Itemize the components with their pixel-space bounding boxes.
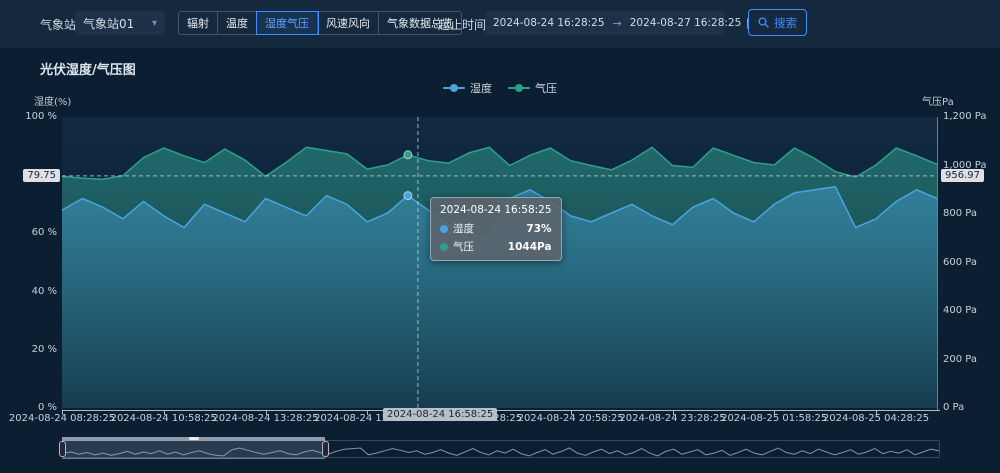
datazoom-drag-grip[interactable] (189, 437, 199, 440)
tab-humidity-pressure[interactable]: 湿度气压 (256, 11, 319, 35)
date-range-label: 起止时间 (438, 18, 487, 32)
legend-item-pressure[interactable]: 气压 (508, 80, 557, 96)
x-axis-tick: 2024-08-25 04:28:25 (822, 413, 930, 424)
x-axis-tickmark (367, 411, 369, 415)
tab-radiation[interactable]: 辐射 (179, 12, 218, 34)
x-axis-tickmark (62, 411, 63, 415)
legend-item-humidity[interactable]: 湿度 (443, 80, 492, 96)
left-axis-name: 湿度(%) (34, 97, 72, 108)
left-axis-tick: 40 % (31, 285, 57, 297)
x-axis-tick: 2024-08-25 01:58:25 (721, 413, 828, 424)
crosshair-time-value: 2024-08-24 16:58:25 (383, 408, 498, 421)
tooltip-row-humidity: 湿度 73% (440, 221, 552, 236)
right-axis-line (937, 117, 938, 410)
station-label: 气象站 (40, 18, 77, 32)
tooltip-series-value: 1044Pa (507, 240, 552, 253)
top-toolbar: 气象站 气象站01 ▾ 辐射 温度 湿度气压 风速风向 气象数据总览 起止时间 2024… (0, 0, 1000, 48)
date-range-picker[interactable]: 2024-08-24 16:28:25 → 2024-08-27 16:28:2… (485, 11, 750, 35)
tooltip-series-name: 气压 (453, 241, 474, 253)
series-dot-icon (440, 242, 448, 251)
end-date-field[interactable]: 2024-08-27 16:28:25 (629, 17, 742, 29)
left-axis-tick: 20 % (31, 343, 57, 355)
crosshair-right-value: 956.97 (941, 168, 984, 182)
x-axis-tick: 2024-08-24 10:58:25 (110, 413, 217, 424)
right-axis-tick: 800 Pa (943, 208, 977, 219)
metric-tab-group: 辐射 温度 湿度气压 风速风向 气象数据总览 (178, 11, 462, 35)
tooltip-rows: 湿度 73% 气压 1044Pa (440, 221, 552, 254)
tab-wind[interactable]: 风速风向 (318, 12, 379, 34)
legend-marker-pressure (508, 84, 530, 92)
tooltip-series-name: 湿度 (453, 223, 474, 235)
chevron-down-icon: ▾ (151, 17, 157, 29)
x-axis-tickmark (876, 411, 877, 415)
x-axis-tick: 2024-08-24 15:58:25 (314, 413, 421, 424)
tooltip-series-value: 73% (526, 222, 552, 235)
chart-tooltip: 2024-08-24 16:58:25 湿度 73% 气压 1044Pa (430, 197, 562, 261)
datazoom-left-handle[interactable] (58, 441, 66, 457)
right-axis-tick: 600 Pa (943, 256, 977, 268)
chart-title: 光伏湿度/气压图 (40, 63, 136, 78)
x-axis-line (62, 410, 940, 411)
legend-label-humidity: 湿度 (470, 82, 492, 95)
crosshair-left-value: 79.75 (23, 168, 60, 182)
chart-plot-area[interactable] (62, 117, 937, 408)
left-axis-tick: 100 % (25, 111, 57, 122)
x-axis-tickmark (672, 411, 674, 415)
station-select[interactable]: 气象站01 ▾ (75, 11, 165, 35)
legend-label-pressure: 气压 (535, 82, 557, 95)
x-axis-tick: 2024-08-24 13:28:25 (212, 413, 319, 424)
tooltip-row-pressure: 气压 1044Pa (440, 239, 552, 254)
datazoom-right-handle[interactable] (321, 441, 329, 457)
x-axis-tickmark (163, 411, 165, 415)
left-axis-tick: 0 % (37, 402, 57, 413)
search-button[interactable]: 搜索 (748, 9, 807, 36)
search-icon (758, 17, 769, 28)
right-axis-tick: 0 Pa (943, 402, 965, 413)
right-axis-tick: 400 Pa (943, 305, 977, 316)
right-axis-name: 气压Pa (922, 97, 954, 108)
tab-temperature[interactable]: 温度 (218, 12, 257, 34)
legend-marker-humidity (443, 84, 465, 92)
tab-overview[interactable]: 气象数据总览 (387, 17, 453, 30)
left-axis-tick: 60 % (31, 227, 57, 239)
x-axis-tick: 2024-08-24 08:28:25 (8, 413, 116, 424)
arrow-right-icon: → (612, 16, 622, 30)
x-axis-tick: 2024-08-24 23:28:25 (619, 413, 726, 424)
datazoom-selected-window[interactable] (62, 437, 326, 459)
chart-legend: 湿度 气压 (0, 80, 1000, 96)
right-axis-tick: 200 Pa (943, 353, 977, 365)
right-axis-tick: 1,000 Pa (943, 159, 987, 171)
search-button-label: 搜索 (774, 17, 797, 30)
tooltip-title: 2024-08-24 16:58:25 (440, 204, 552, 216)
right-axis-tick: 1,200 Pa (943, 111, 987, 122)
x-axis-tick: 2024-08-24 20:58:25 (517, 413, 624, 424)
start-date-field[interactable]: 2024-08-24 16:28:25 (493, 17, 605, 29)
station-select-value: 气象站01 (83, 16, 135, 31)
x-axis-tickmark (265, 411, 267, 415)
series-dot-icon (440, 224, 448, 233)
x-axis-tickmark (570, 411, 572, 415)
x-axis-tickmark (774, 411, 776, 415)
